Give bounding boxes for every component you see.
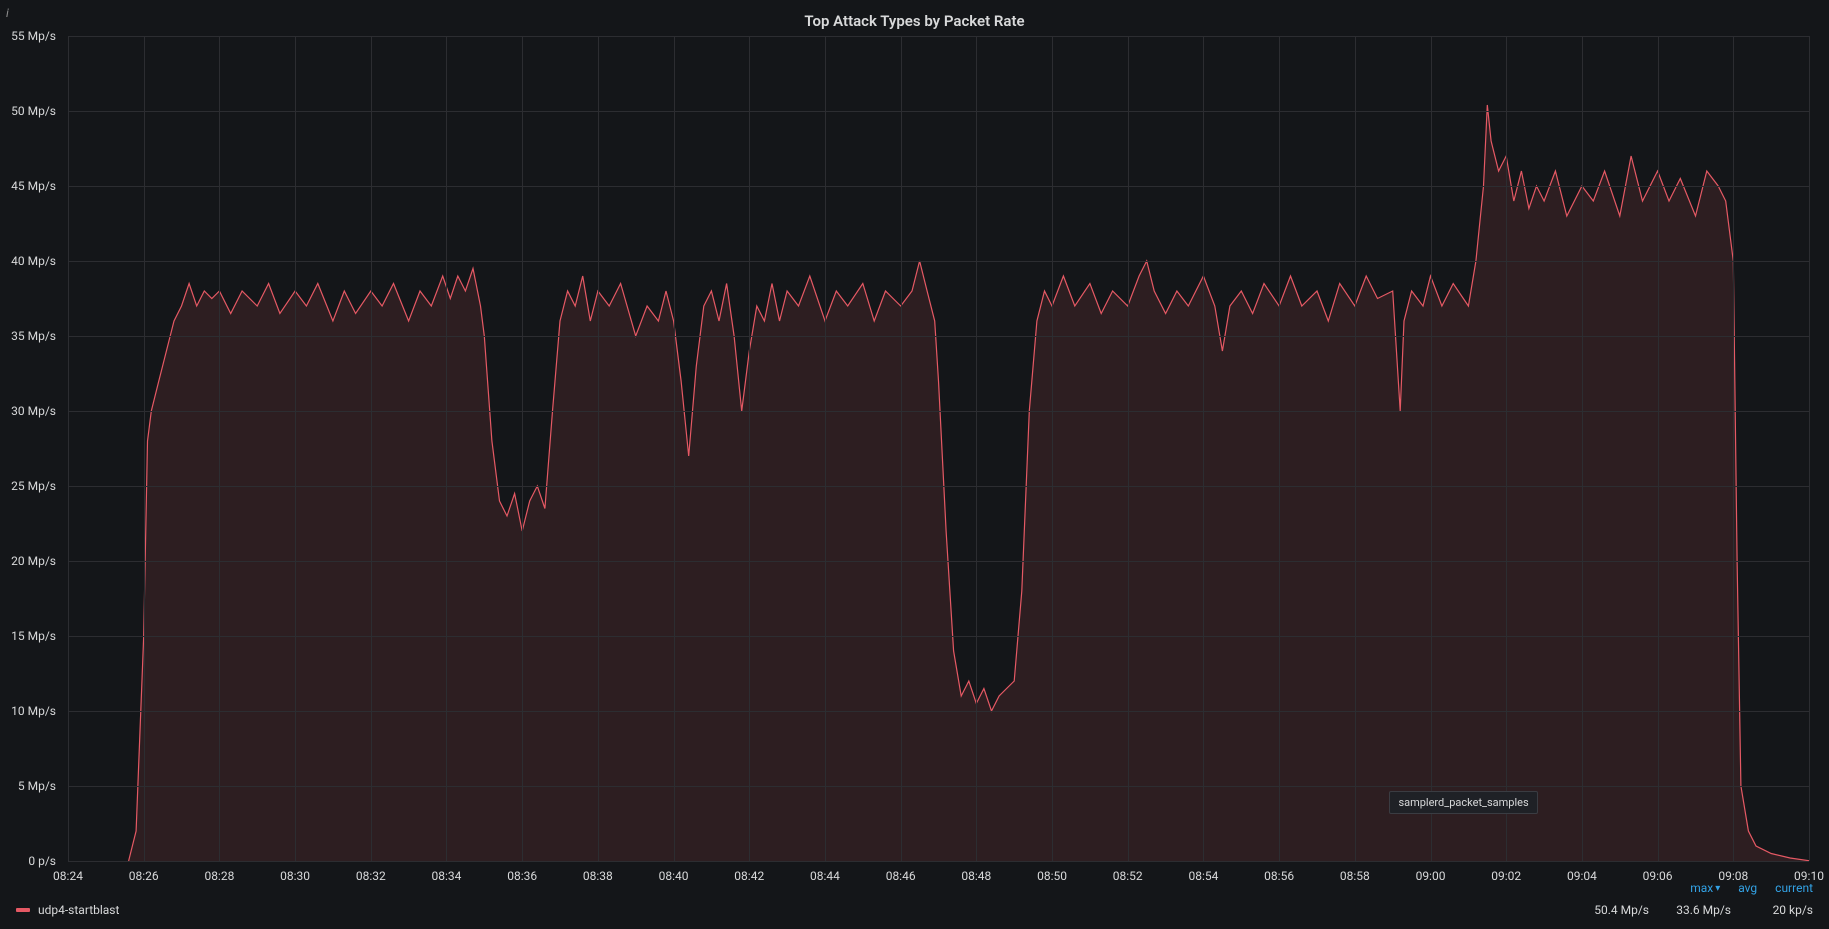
legend-swatch [16, 908, 30, 912]
info-icon[interactable]: i [6, 6, 9, 20]
grid-line-v [976, 36, 977, 861]
tooltip: samplerd_packet_samples [1389, 791, 1537, 814]
grid-line-h [68, 786, 1809, 787]
grid-line-v [295, 36, 296, 861]
y-axis: 0 p/s5 Mp/s10 Mp/s15 Mp/s20 Mp/s25 Mp/s3… [0, 36, 64, 861]
grid-line-h [68, 186, 1809, 187]
legend-header-max-label: max [1690, 881, 1713, 895]
grid-line-v [219, 36, 220, 861]
y-tick-label: 15 Mp/s [11, 629, 56, 643]
tooltip-text: samplerd_packet_samples [1398, 796, 1528, 809]
grid-line-v [674, 36, 675, 861]
y-tick-label: 50 Mp/s [11, 104, 56, 118]
grid-line-v [1506, 36, 1507, 861]
legend-series-name: udp4-startblast [38, 903, 119, 917]
grid-line-h [68, 711, 1809, 712]
chart-panel: i Top Attack Types by Packet Rate 0 p/s5… [0, 0, 1829, 929]
grid-line-h [68, 861, 1809, 862]
grid-line-h [68, 486, 1809, 487]
y-tick-label: 5 Mp/s [18, 779, 56, 793]
y-tick-label: 0 p/s [28, 854, 56, 868]
panel-title: Top Attack Types by Packet Rate [0, 0, 1829, 38]
grid-line-v [1203, 36, 1204, 861]
grid-line-v [1355, 36, 1356, 861]
grid-line-v [598, 36, 599, 861]
series-line [68, 36, 1809, 861]
legend-value-current: 20 kp/s [1753, 903, 1813, 917]
y-tick-label: 10 Mp/s [11, 704, 56, 718]
grid-line-v [1128, 36, 1129, 861]
legend-value-max: 50.4 Mp/s [1589, 903, 1649, 917]
grid-line-h [68, 36, 1809, 37]
grid-line-v [1658, 36, 1659, 861]
grid-line-v [1733, 36, 1734, 861]
legend-value-avg: 33.6 Mp/s [1671, 903, 1731, 917]
grid-line-v [1279, 36, 1280, 861]
grid-line-h [68, 411, 1809, 412]
grid-line-v [749, 36, 750, 861]
grid-line-v [522, 36, 523, 861]
grid-line-v [68, 36, 69, 861]
legend-header-current[interactable]: current [1775, 881, 1813, 895]
y-tick-label: 45 Mp/s [11, 179, 56, 193]
grid-line-v [1809, 36, 1810, 861]
legend-header-avg[interactable]: avg [1738, 881, 1757, 895]
grid-line-v [371, 36, 372, 861]
y-tick-label: 40 Mp/s [11, 254, 56, 268]
grid-line-v [144, 36, 145, 861]
legend-header-row: max ▾ avg current [16, 879, 1813, 897]
grid-line-h [68, 261, 1809, 262]
y-tick-label: 35 Mp/s [11, 329, 56, 343]
legend-sort-max[interactable]: max ▾ [1690, 881, 1720, 895]
chart-area[interactable]: 0 p/s5 Mp/s10 Mp/s15 Mp/s20 Mp/s25 Mp/s3… [68, 36, 1809, 861]
grid-line-h [68, 561, 1809, 562]
grid-line-h [68, 336, 1809, 337]
grid-line-v [1431, 36, 1432, 861]
grid-line-v [1052, 36, 1053, 861]
grid-line-v [901, 36, 902, 861]
grid-line-v [446, 36, 447, 861]
y-tick-label: 25 Mp/s [11, 479, 56, 493]
plot-area [68, 36, 1809, 861]
y-tick-label: 55 Mp/s [11, 29, 56, 43]
y-tick-label: 30 Mp/s [11, 404, 56, 418]
chevron-down-icon: ▾ [1715, 883, 1720, 894]
grid-line-v [825, 36, 826, 861]
grid-line-v [1582, 36, 1583, 861]
legend-series-row[interactable]: udp4-startblast 50.4 Mp/s 33.6 Mp/s 20 k… [16, 901, 1813, 919]
grid-line-h [68, 111, 1809, 112]
grid-line-h [68, 636, 1809, 637]
y-tick-label: 20 Mp/s [11, 554, 56, 568]
